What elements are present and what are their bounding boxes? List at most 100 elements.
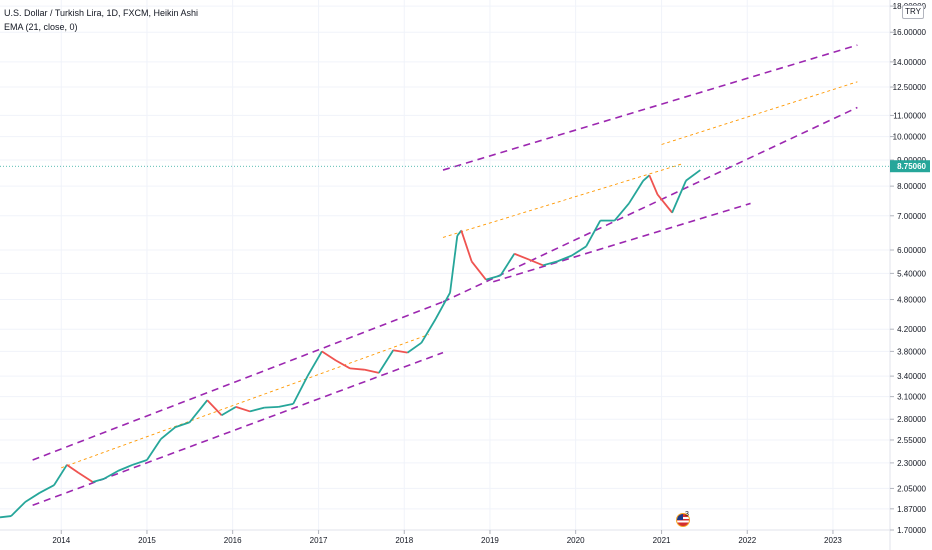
y-tick-label: 1.70000 [897,526,926,535]
price-segment [571,245,587,257]
x-tick-label: 2022 [738,536,756,545]
y-tick-label: 2.80000 [897,415,926,424]
price-segment [671,180,687,213]
channel-line [493,202,751,283]
price-segment [449,235,459,293]
price-segment [206,399,223,416]
price-segment [160,426,176,440]
price-segment [249,406,265,413]
x-tick-label: 2021 [653,536,671,545]
event-count: 3 [685,511,689,518]
us-flag-icon[interactable] [676,513,690,527]
price-segment [628,180,645,204]
price-segment [514,252,530,261]
price-segment [460,230,473,262]
y-tick-label: 4.80000 [897,296,926,305]
price-segment [613,202,630,222]
price-segment [434,292,451,320]
price-segment [420,318,437,344]
price-segment [407,342,422,354]
price-segment [292,375,309,405]
y-tick-label: 10.00000 [893,133,927,142]
x-tick-label: 2019 [481,536,499,545]
price-segment [378,349,394,374]
y-tick-label: 7.00000 [897,212,926,221]
y-tick-label: 2.55000 [897,436,926,445]
price-segment [221,406,237,417]
fib-line [61,334,429,469]
price-segment [24,492,41,503]
chart-grid [0,0,890,531]
symbol-title[interactable]: U.S. Dollar / Turkish Lira, 1D, FXCM, He… [4,8,199,18]
x-tick-label: 2020 [567,536,585,545]
y-tick-label: 5.40000 [897,269,926,278]
chart-legend: U.S. Dollar / Turkish Lira, 1D, FXCM, He… [4,6,198,34]
price-segment [77,472,94,483]
x-tick-label: 2017 [310,536,328,545]
price-segment [542,260,558,267]
price-segment [335,359,351,370]
ema-line [0,169,701,518]
fib-line [661,81,858,145]
price-segment [103,469,119,480]
channel-line [442,106,858,303]
price-segment [306,350,323,377]
price-segment [53,464,68,486]
last-price-label-bg [890,160,930,173]
price-segment [278,403,294,408]
price-segment [648,174,659,195]
currency-badge[interactable]: TRY [902,5,924,19]
price-segment [685,169,701,182]
price-segment [485,274,501,281]
price-segment [585,220,602,247]
last-price-label: 8.75060 [897,162,926,171]
price-axis: 1.70000 1.87000 2.05000 2.30000 2.55000 2.800… [889,0,927,550]
y-tick-label: 11.00000 [893,111,926,120]
trend-drawings [32,44,858,507]
x-tick-label: 2018 [395,536,413,545]
y-tick-label: 12.50000 [893,83,927,92]
y-tick-label: 3.40000 [897,372,926,381]
indicator-title[interactable]: EMA (21, close, 0) [4,22,78,32]
price-segment [364,368,380,374]
time-axis: 2014 2015 2016 2017 2018 2019 2020 2021 2022 2023 [0,529,890,545]
price-segment [146,438,162,461]
price-segment [264,405,279,409]
y-tick-label: 14.00000 [893,58,927,67]
y-tick-label: 6.00000 [897,246,926,255]
price-segment [132,459,148,466]
fib-line [442,163,683,238]
y-tick-label: 2.05000 [897,484,926,493]
y-tick-label: 2.30000 [897,459,926,468]
last-price-marker: 8.75060 [0,160,930,173]
y-tick-label: 1.87000 [897,505,926,514]
price-segment [321,350,337,362]
price-segment [66,464,79,474]
price-segment [92,478,105,483]
price-series [0,169,701,519]
y-tick-label: 8.00000 [897,182,926,191]
price-segment [39,484,55,494]
price-segment [174,421,190,429]
x-tick-label: 2015 [138,536,156,545]
price-segment [642,174,650,182]
price-segment [235,406,251,413]
price-segment [456,229,463,237]
y-tick-label: 3.80000 [897,347,926,356]
price-segment [188,399,209,423]
y-tick-label: 3.10000 [897,393,926,402]
x-tick-label: 2014 [52,536,70,545]
channel-line [442,44,858,171]
y-tick-label: 16.00000 [893,28,927,37]
price-segment [528,258,544,267]
price-segment [656,194,673,214]
channel-line [32,301,444,461]
price-segment [10,501,26,517]
price-segment [117,463,133,472]
price-segment [393,349,408,354]
x-tick-label: 2016 [224,536,242,545]
price-segment [349,367,365,371]
y-tick-label: 4.20000 [897,325,926,334]
price-segment [470,260,487,281]
